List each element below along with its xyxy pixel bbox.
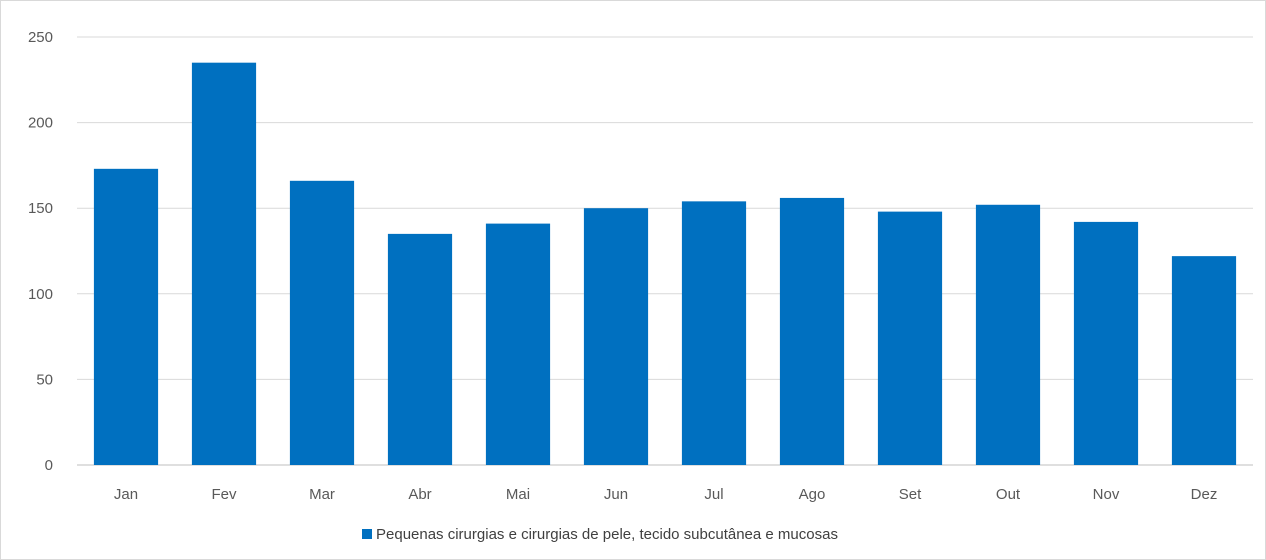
y-tick-label: 100: [28, 286, 53, 303]
x-tick-label: Abr: [408, 486, 431, 503]
x-axis-ticks: Jan Fev Mar Abr Mai Jun Jul Ago Set Out Nov Dez: [114, 486, 1217, 503]
x-tick-label: Set: [899, 486, 922, 503]
bar-jun: [583, 208, 649, 465]
y-axis-ticks: 0 50 100 150 200 250: [28, 29, 53, 474]
x-tick-label: Fev: [211, 486, 237, 503]
bar-abr: [387, 233, 453, 465]
bar-out: [975, 204, 1041, 465]
x-tick-label: Jan: [114, 486, 138, 503]
x-tick-label: Ago: [799, 486, 826, 503]
x-tick-label: Dez: [1191, 486, 1218, 503]
legend-swatch: [362, 529, 372, 539]
bar-mai: [485, 223, 551, 465]
x-tick-label: Jul: [704, 486, 723, 503]
x-tick-label: Jun: [604, 486, 628, 503]
y-tick-label: 150: [28, 200, 53, 217]
gridlines: [77, 36, 1253, 466]
y-tick-label: 200: [28, 115, 53, 132]
bar-set: [877, 211, 943, 465]
x-tick-label: Out: [996, 486, 1021, 503]
bars: [93, 62, 1237, 466]
bar-dez: [1171, 256, 1237, 465]
bar-fev: [191, 62, 257, 466]
y-tick-label: 0: [45, 457, 53, 474]
y-tick-label: 250: [28, 29, 53, 46]
x-tick-label: Mar: [309, 486, 335, 503]
x-tick-label: Mai: [506, 486, 530, 503]
bar-ago: [779, 197, 845, 466]
y-tick-label: 50: [36, 371, 53, 388]
legend: Pequenas cirurgias e cirurgias de pele, …: [362, 526, 838, 543]
bar-nov: [1073, 221, 1139, 465]
legend-label: Pequenas cirurgias e cirurgias de pele, …: [376, 526, 838, 543]
x-tick-label: Nov: [1093, 486, 1120, 503]
bar-jan: [93, 168, 159, 465]
bar-jul: [681, 201, 747, 466]
bar-mar: [289, 180, 355, 466]
